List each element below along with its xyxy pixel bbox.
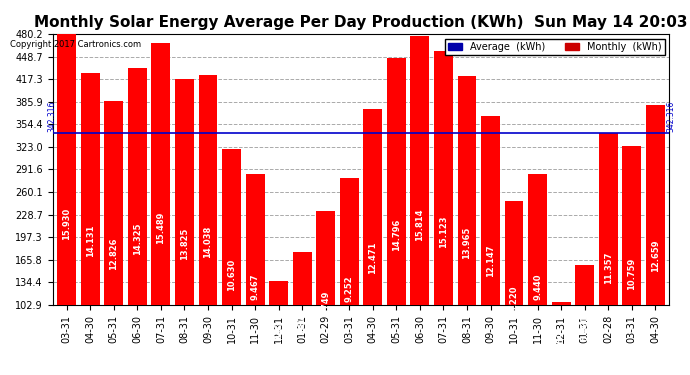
Text: 9.252: 9.252 — [345, 275, 354, 302]
Text: 14.038: 14.038 — [204, 226, 213, 258]
Bar — [646, 105, 664, 375]
Bar — [152, 43, 170, 375]
Bar — [504, 201, 524, 375]
Text: 8.220: 8.220 — [510, 285, 519, 312]
Bar — [246, 174, 264, 375]
Bar — [434, 51, 453, 375]
Text: 15.930: 15.930 — [62, 207, 71, 240]
Text: 7.749: 7.749 — [322, 290, 331, 316]
Text: 4.510: 4.510 — [274, 322, 283, 348]
Text: Copyright 2017 Cartronics.com: Copyright 2017 Cartronics.com — [10, 40, 141, 49]
Text: 342.316: 342.316 — [666, 100, 675, 132]
Bar — [199, 75, 217, 375]
Text: 12.147: 12.147 — [486, 244, 495, 277]
Bar — [81, 73, 99, 375]
Bar — [622, 146, 641, 375]
Text: 12.826: 12.826 — [109, 237, 118, 270]
Legend: Average  (kWh), Monthly  (kWh): Average (kWh), Monthly (kWh) — [445, 39, 664, 55]
Bar — [316, 211, 335, 375]
Bar — [411, 36, 429, 375]
Text: 342.316: 342.316 — [47, 100, 56, 132]
Bar — [457, 76, 476, 375]
Text: 12.659: 12.659 — [651, 239, 660, 272]
Bar — [104, 101, 124, 375]
Text: 15.814: 15.814 — [415, 209, 424, 241]
Bar — [387, 58, 406, 375]
Bar — [128, 68, 147, 375]
Bar — [340, 178, 359, 375]
Text: 10.630: 10.630 — [227, 259, 236, 291]
Bar — [552, 302, 571, 375]
Bar — [364, 109, 382, 375]
Bar — [269, 281, 288, 375]
Bar — [529, 174, 547, 375]
Text: 14.131: 14.131 — [86, 225, 95, 257]
Bar — [175, 79, 194, 375]
Bar — [57, 34, 76, 375]
Text: 15.489: 15.489 — [157, 211, 166, 244]
Text: 13.965: 13.965 — [462, 226, 471, 259]
Text: 15.123: 15.123 — [439, 215, 448, 248]
Text: 14.325: 14.325 — [133, 223, 142, 255]
Text: 9.467: 9.467 — [250, 273, 259, 300]
Text: 14.796: 14.796 — [392, 218, 401, 251]
Bar — [599, 133, 618, 375]
Text: 10.759: 10.759 — [627, 258, 636, 290]
Text: 9.440: 9.440 — [533, 274, 542, 300]
Text: 12.471: 12.471 — [368, 241, 377, 273]
Text: 5.261: 5.261 — [580, 314, 589, 341]
Title: Monthly Solar Energy Average Per Day Production (KWh)  Sun May 14 20:03: Monthly Solar Energy Average Per Day Pro… — [34, 15, 688, 30]
Bar — [481, 116, 500, 375]
Bar — [222, 148, 241, 375]
Text: 13.825: 13.825 — [180, 228, 189, 260]
Bar — [575, 265, 594, 375]
Bar — [293, 252, 312, 375]
Text: 3.559: 3.559 — [557, 331, 566, 357]
Text: 5.870: 5.870 — [297, 309, 306, 335]
Text: 11.357: 11.357 — [604, 252, 613, 284]
